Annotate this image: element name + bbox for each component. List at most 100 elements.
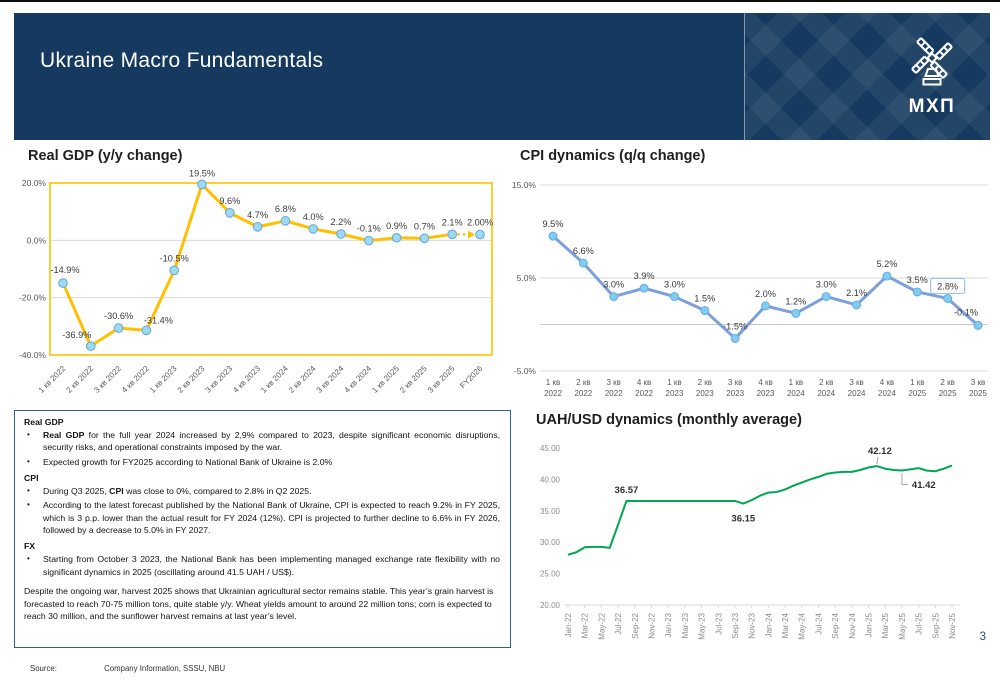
x-tick-label: 2022 — [635, 389, 653, 398]
uah-line — [567, 464, 953, 556]
annotation-leader — [876, 457, 879, 465]
note-bullet: • Starting from October 3 2023, the Natio… — [24, 553, 500, 578]
y-tick-label: 20.00 — [540, 601, 561, 610]
cpi-chart: 15.0% 5.0% -5.0% 1 кв 2022 2 кв 2022 3 кв 2022 4 … — [512, 180, 988, 398]
cpi-chart-title: CPI dynamics (q/q change) — [520, 148, 706, 164]
y-tick-label: -20.0% — [19, 293, 46, 303]
data-label: 3.0% — [603, 280, 624, 290]
harvest-note-paragraph: Despite the ongoing war, harvest 2025 sh… — [24, 586, 494, 622]
data-marker — [700, 306, 710, 316]
data-label: -10.5% — [160, 253, 189, 263]
annotation-label: 41.42 — [912, 480, 936, 491]
bullet-dot: • — [27, 500, 30, 510]
x-tick-label: Nov-25 — [948, 612, 957, 638]
data-label: -14.9% — [50, 265, 79, 275]
data-label: 3.0% — [664, 280, 685, 290]
forecast-arrow — [468, 230, 475, 239]
header-banner: Ukraine Macro Fundamentals МХП — [14, 13, 990, 140]
data-label: -36.9% — [62, 330, 91, 340]
annotation-label: 36.57 — [615, 485, 639, 496]
bullet-text-part: was close to 0%, compared to 2.8% in Q2 … — [123, 486, 312, 497]
bullet-text-part: During Q3 2025, — [43, 486, 110, 497]
x-tick-label: 1 кв 2024 — [259, 364, 290, 395]
y-tick-label: -5.0% — [514, 366, 537, 376]
x-tick-label: 2 кв — [819, 378, 833, 387]
x-tick-label: 4 кв 2022 — [120, 364, 151, 395]
data-label: 4.0% — [303, 212, 324, 222]
x-tick-label: 2025 — [939, 389, 957, 398]
notes-box: Real GDP • Real GDP for the full year 2024… — [14, 410, 511, 648]
note-bullet: • According to the latest forecast publis… — [24, 499, 500, 536]
x-tick-label: 1 кв 2022 — [37, 364, 68, 395]
x-tick-label: Nov-24 — [848, 612, 857, 638]
x-tick-label: 4 кв 2023 — [231, 364, 262, 395]
bullet-dot: • — [27, 554, 30, 564]
y-tick-label: 15.0% — [512, 180, 537, 190]
x-tick-label: Jul-23 — [714, 612, 723, 634]
y-tick-label: 25.00 — [540, 570, 561, 579]
x-tick-label: May-25 — [898, 612, 907, 639]
data-marker — [973, 320, 983, 330]
data-marker — [912, 287, 922, 297]
bullet-dot: • — [27, 486, 30, 496]
data-label: 3.0% — [816, 280, 837, 290]
x-tick-label: 2024 — [817, 389, 835, 398]
y-tick-label: 40.00 — [540, 475, 561, 484]
x-tick-label: Jan-22 — [564, 612, 573, 637]
y-tick-label: 0.0% — [27, 235, 47, 245]
data-label: -0.1% — [357, 224, 381, 234]
bullet-text-part: Starting from October 3 2023, the Nation… — [43, 554, 500, 577]
y-tick-label: 30.00 — [540, 538, 561, 547]
x-tick-label: 2 кв 2024 — [287, 364, 318, 395]
source-label: Source: — [30, 664, 57, 673]
x-tick-label: Jul-22 — [614, 612, 623, 634]
x-tick-label: 3 кв 2022 — [92, 364, 123, 395]
source-row: Source: Company Information, SSSU, NBU — [30, 664, 225, 673]
x-tick-label: 3 кв 2024 — [315, 364, 346, 395]
x-tick-label: Sep-25 — [931, 612, 940, 638]
x-tick-label: May-24 — [798, 612, 807, 639]
x-tick-label: 4 кв — [880, 378, 894, 387]
data-marker — [669, 292, 679, 302]
highlight-label-box — [930, 277, 966, 295]
gdp-line — [61, 182, 453, 348]
x-tick-label: 2 кв 2023 — [176, 364, 207, 395]
x-tick-label: 2 кв — [698, 378, 712, 387]
annotation-label: 36.15 — [731, 514, 755, 525]
bullet-dot: • — [27, 456, 30, 466]
x-tick-label: 3 кв — [971, 378, 985, 387]
bullet-text-part: CPI — [109, 486, 124, 497]
y-tick-label: 35.00 — [540, 507, 561, 516]
annotation-label: 42.12 — [868, 446, 892, 457]
data-label: 19.5% — [189, 168, 215, 178]
x-tick-label: Jul-24 — [814, 612, 823, 634]
x-tick-label: Sep-22 — [631, 612, 640, 638]
x-tick-label: 2025 — [908, 389, 926, 398]
x-tick-label: 4 кв — [758, 378, 772, 387]
x-tick-label: 1 кв 2025 — [370, 364, 401, 395]
bullet-text-part: Expected growth for FY2025 according to … — [43, 456, 333, 467]
x-tick-label: Mar-24 — [781, 612, 790, 638]
data-label: 2.1% — [442, 217, 463, 227]
x-tick-label: 3 кв — [607, 378, 621, 387]
x-tick-label: 2022 — [605, 389, 623, 398]
note-heading: CPI — [24, 473, 39, 484]
data-marker — [943, 293, 953, 303]
data-label: 0.7% — [414, 221, 435, 231]
x-tick-label: Jan-25 — [865, 612, 874, 637]
data-marker — [821, 292, 831, 302]
data-marker — [280, 216, 291, 226]
x-tick-label: Jan-24 — [764, 612, 773, 637]
x-tick-label: 3 кв 2025 — [426, 364, 457, 395]
bullet-text-part: for the full year 2024 increased by 2,9%… — [43, 430, 501, 453]
data-label: 4.7% — [247, 210, 268, 220]
data-marker — [419, 233, 430, 244]
note-bullet: • Real GDP for the full year 2024 increas… — [24, 429, 500, 454]
x-tick-label: Mar-22 — [581, 612, 590, 638]
data-marker — [548, 231, 558, 241]
data-marker — [447, 229, 458, 240]
x-tick-label: 2024 — [878, 389, 896, 398]
data-label: -0.1% — [954, 307, 978, 317]
